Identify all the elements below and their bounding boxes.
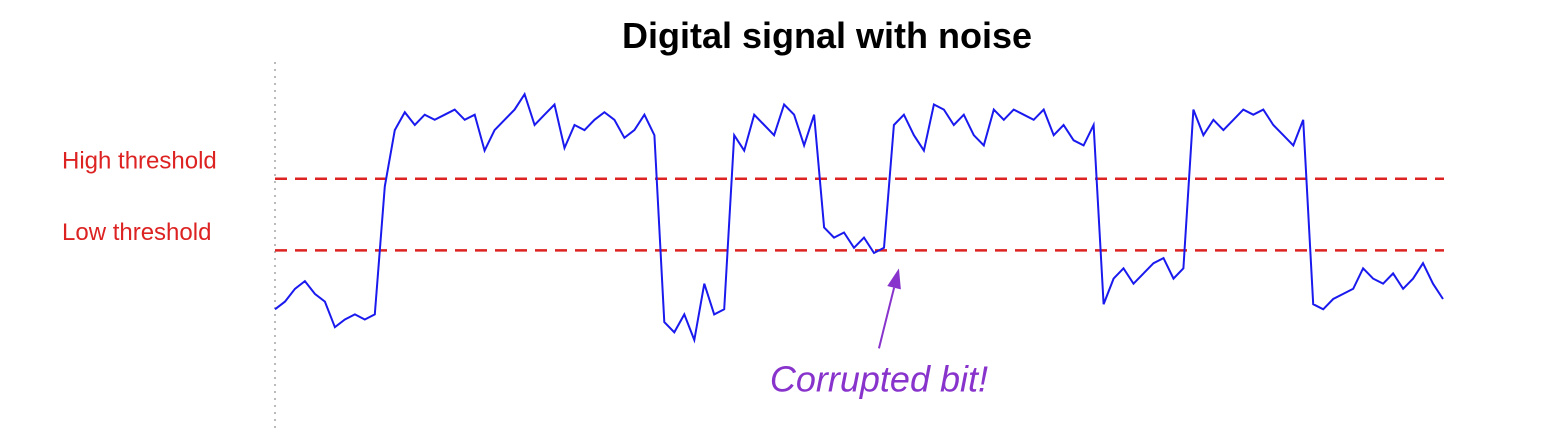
high-threshold-label: High threshold [62, 147, 217, 174]
annotation-arrow [877, 287, 896, 349]
low-threshold-label: Low threshold [62, 219, 211, 246]
annotation-arrowhead [887, 268, 901, 290]
chart-title: Digital signal with noise [622, 15, 1032, 56]
series-line-signal [274, 91, 1444, 344]
annotation-text: Corrupted bit! [770, 358, 988, 399]
